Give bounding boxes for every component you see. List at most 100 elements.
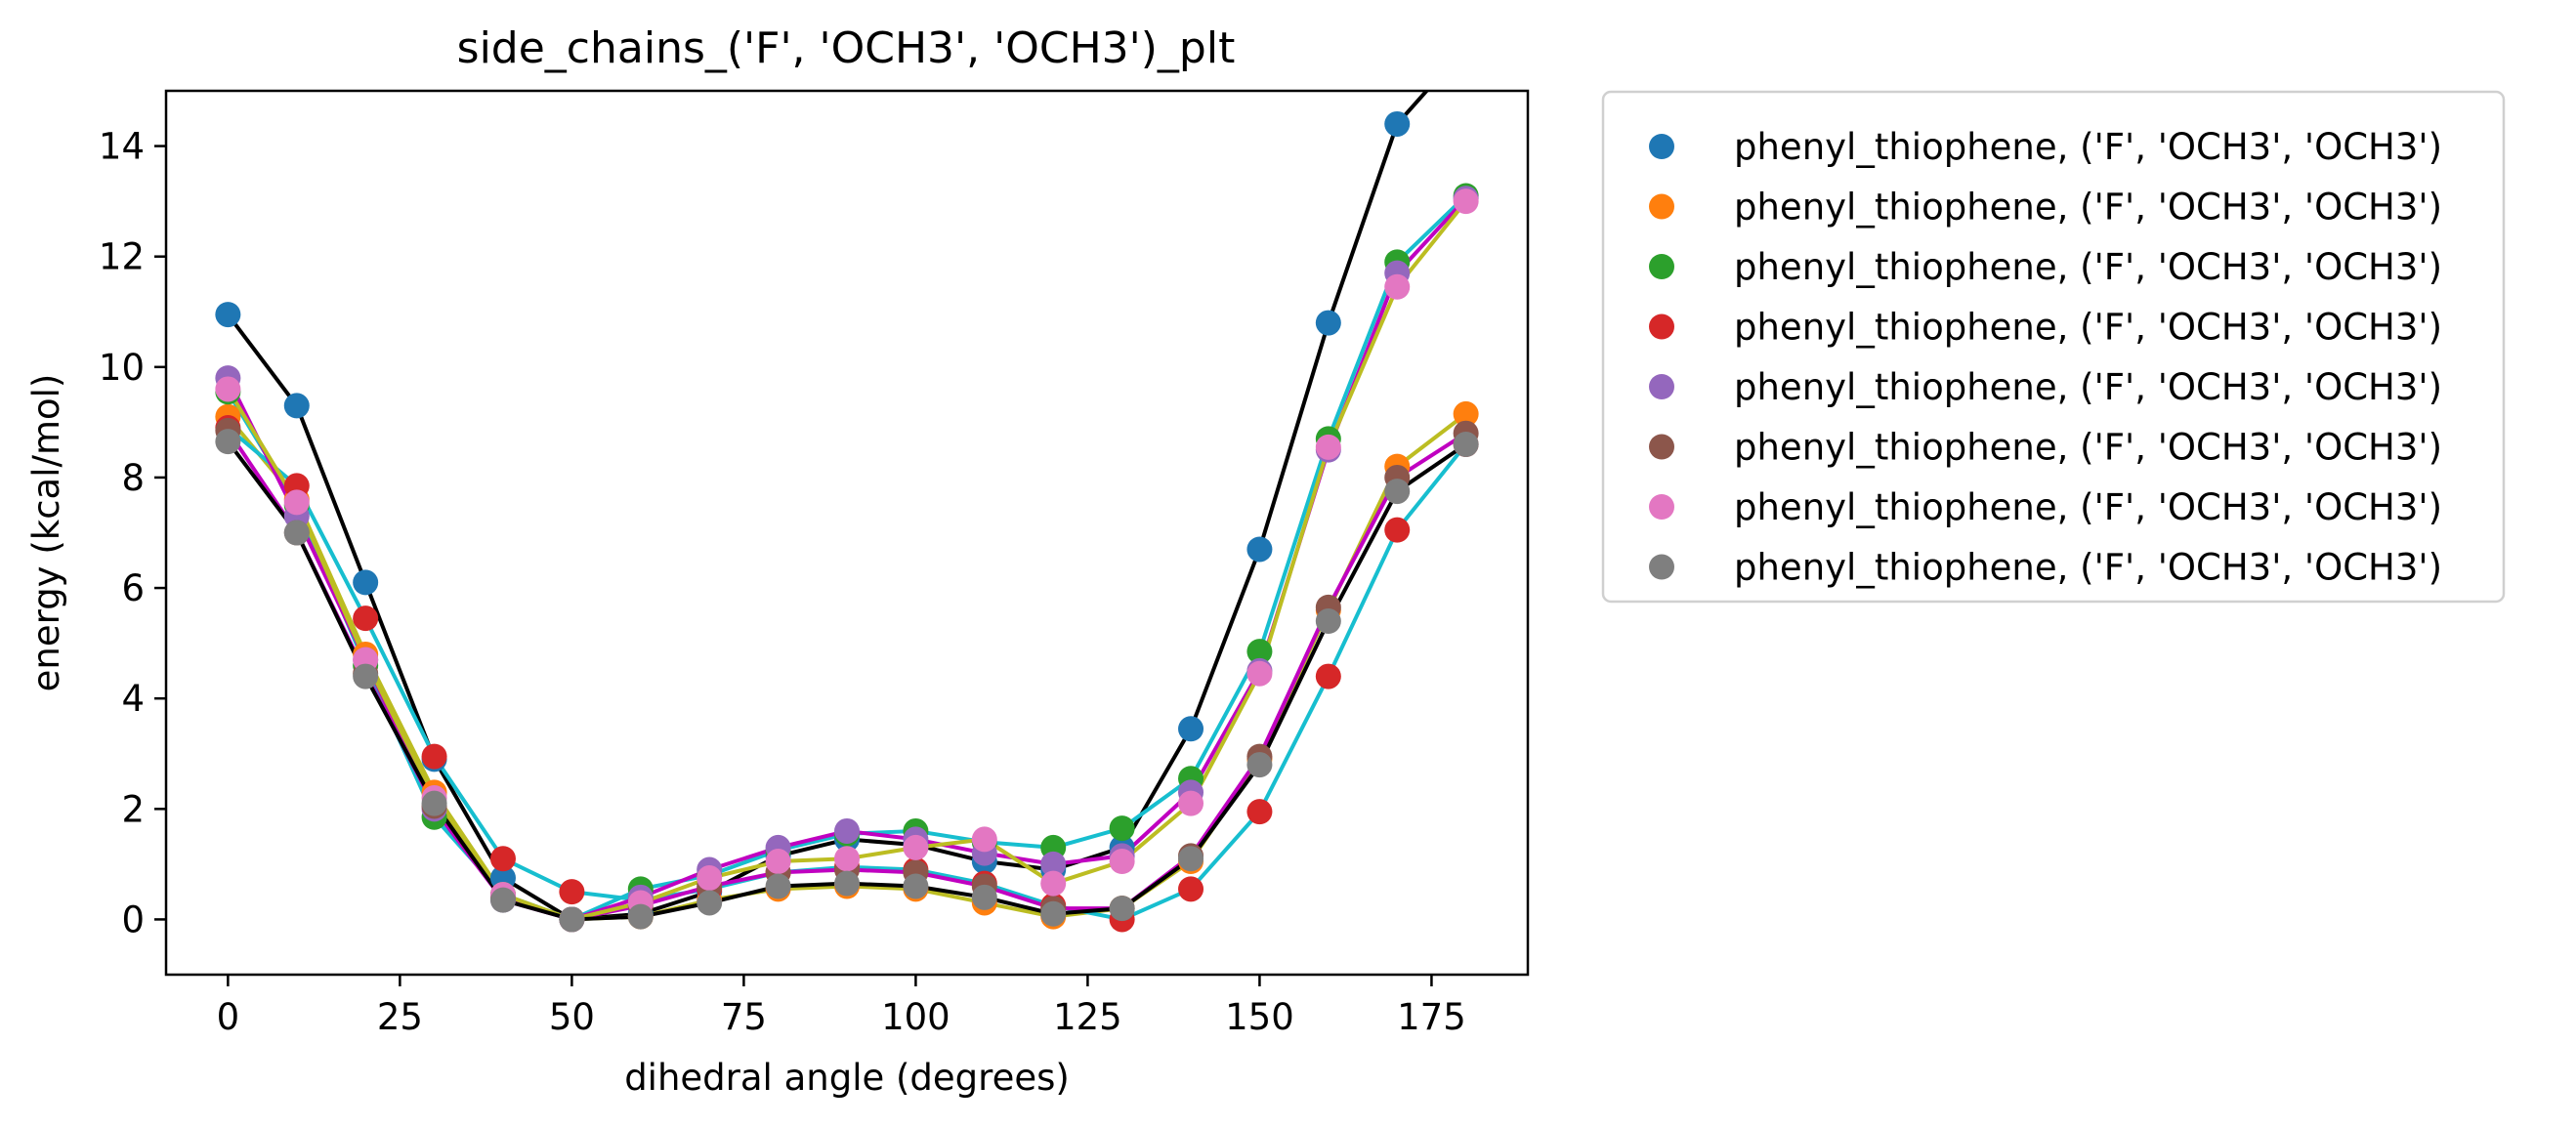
x-tick-label: 125	[1053, 996, 1122, 1038]
legend-entry: phenyl_thiophene, ('F', 'OCH3', 'OCH3')	[1734, 366, 2442, 408]
legend-marker	[1649, 313, 1674, 340]
series-8-point	[627, 903, 654, 930]
plot-frame	[164, 89, 1530, 977]
legend-entry: phenyl_thiophene, ('F', 'OCH3', 'OCH3')	[1734, 246, 2442, 288]
series-1-point	[215, 302, 241, 328]
x-axis-label: dihedral angle (degrees)	[624, 1057, 1070, 1099]
legend-entry: phenyl_thiophene, ('F', 'OCH3', 'OCH3')	[1734, 187, 2442, 229]
series-1-point	[1384, 110, 1411, 137]
legend-marker	[1649, 134, 1674, 159]
series-8-point	[215, 429, 241, 455]
x-tick-label: 0	[217, 996, 240, 1038]
series-7-point	[1040, 870, 1067, 897]
series-1-point	[1178, 716, 1204, 742]
series-8-point	[1109, 896, 1135, 922]
legend-marker	[1649, 494, 1674, 520]
series-5-point	[1040, 851, 1067, 877]
y-axis-label: energy (kcal/mol)	[25, 374, 67, 692]
series-8-point	[353, 663, 379, 689]
x-tick-label: 25	[377, 996, 423, 1038]
series-4-point	[559, 879, 585, 905]
series-8-point	[834, 870, 860, 897]
x-tick-label: 100	[881, 996, 950, 1038]
chart-title: side_chains_('F', 'OCH3', 'OCH3')_plt	[457, 23, 1236, 73]
x-tick-label: 175	[1397, 996, 1466, 1038]
series-8-point	[559, 906, 585, 933]
x-tick-label: 75	[721, 996, 767, 1038]
series-line-7	[226, 199, 1468, 922]
series-8-point	[697, 890, 723, 916]
series-8-point	[1453, 432, 1479, 457]
y-tick-label: 14	[99, 126, 145, 168]
series-8-point	[765, 873, 791, 899]
series-7-point	[1315, 434, 1341, 460]
series-7-point	[903, 834, 929, 860]
y-tick-label: 6	[121, 567, 145, 609]
series-8-point	[489, 887, 516, 913]
legend-marker	[1649, 193, 1674, 220]
series-7-point	[1384, 273, 1411, 300]
series-8-point	[1384, 479, 1411, 505]
series-1-point	[1315, 310, 1341, 336]
series-3-point	[1246, 639, 1273, 665]
x-tick-label: 150	[1225, 996, 1294, 1038]
x-axis: 0 25 50 75 100 125 150 175	[217, 975, 1466, 1038]
legend-entry: phenyl_thiophene, ('F', 'OCH3', 'OCH3')	[1734, 547, 2442, 589]
legend-entry: phenyl_thiophene, ('F', 'OCH3', 'OCH3')	[1734, 126, 2442, 168]
series-7-point	[1453, 188, 1479, 215]
series-7-point	[1109, 849, 1135, 875]
legend-marker	[1649, 554, 1674, 580]
series-line-1	[226, 91, 1430, 922]
series-7-point	[765, 849, 791, 875]
series-4-point	[1315, 663, 1341, 689]
series-8-point	[421, 790, 447, 816]
legend-entry: phenyl_thiophene, ('F', 'OCH3', 'OCH3')	[1734, 307, 2442, 349]
legend-marker	[1649, 374, 1674, 399]
series-4-point	[489, 846, 516, 872]
series-2-point	[1453, 400, 1479, 427]
series-7-point	[971, 826, 997, 853]
series-7-point	[697, 865, 723, 892]
series-8-point	[903, 873, 929, 899]
series-1-point	[1246, 536, 1273, 563]
plot-lines	[226, 91, 1468, 922]
series-8-point	[971, 884, 997, 910]
series-line-5	[226, 196, 1468, 922]
series-7-point	[1178, 790, 1204, 816]
series-4-point	[1178, 876, 1204, 902]
y-tick-label: 12	[99, 236, 145, 278]
series-4-point	[1246, 799, 1273, 825]
series-8-point	[1246, 752, 1273, 778]
series-8-point	[1040, 900, 1067, 927]
x-tick-label: 50	[549, 996, 595, 1038]
series-4-point	[353, 605, 379, 632]
legend-marker	[1649, 254, 1674, 279]
series-4-point	[421, 743, 447, 770]
y-tick-label: 2	[121, 788, 145, 830]
legend-marker	[1649, 434, 1674, 460]
series-8-point	[1178, 846, 1204, 872]
y-tick-label: 8	[121, 457, 145, 499]
series-7-point	[1246, 660, 1273, 687]
series-7-point	[834, 846, 860, 872]
series-8-point	[283, 520, 310, 546]
series-1-point	[1454, 34, 1479, 60]
series-1-point	[283, 393, 310, 419]
legend: phenyl_thiophene, ('F', 'OCH3', 'OCH3') p…	[1601, 90, 2506, 604]
legend-entry: phenyl_thiophene, ('F', 'OCH3', 'OCH3')	[1734, 427, 2442, 469]
series-8-point	[1315, 608, 1341, 634]
legend-entry: phenyl_thiophene, ('F', 'OCH3', 'OCH3')	[1734, 486, 2442, 528]
series-7-point	[283, 489, 310, 516]
series-7-point	[215, 376, 241, 402]
y-axis: 0 2 4 6 8 10 12 14	[99, 126, 166, 940]
series-3-point	[1109, 815, 1135, 842]
legend-box	[1601, 90, 2506, 604]
series-line-3	[226, 194, 1468, 922]
plot-points	[215, 34, 1479, 933]
series-1-point	[353, 569, 379, 596]
y-tick-label: 4	[121, 678, 145, 720]
y-tick-label: 10	[99, 347, 145, 389]
series-4-point	[1384, 517, 1411, 543]
y-tick-label: 0	[121, 898, 145, 940]
